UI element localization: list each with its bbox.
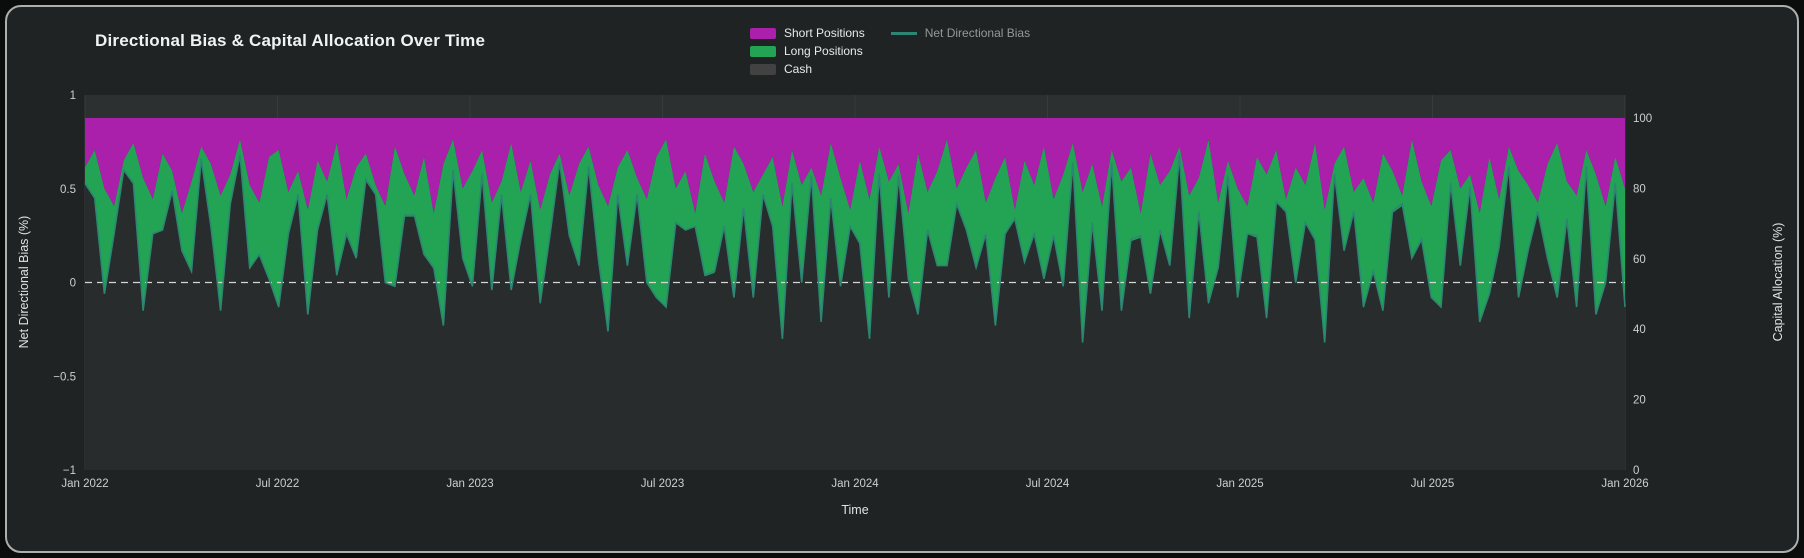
legend-column-line: Net Directional Bias [890,26,1031,76]
legend-label: Short Positions [784,26,865,40]
legend-item-cash[interactable]: Cash [750,62,865,76]
legend-label: Long Positions [784,44,863,58]
right-tick-label: 60 [1633,254,1646,266]
net-directional-bias-line[interactable] [84,154,1626,343]
x-tick-label: Jan 2023 [446,478,493,490]
x-tick-label: Jan 2026 [1601,478,1648,490]
right-tick-label: 0 [1633,465,1639,477]
right-tick-label: 100 [1633,113,1652,125]
right-tick-label: 40 [1633,324,1646,336]
legend: Short Positions Long Positions Cash Net … [750,26,1030,76]
right-axis-title: Capital Allocation (%) [1771,222,1785,342]
legend-item-short-positions[interactable]: Short Positions [750,26,865,40]
left-tick-label: 1 [70,90,76,102]
x-tick-label: Jul 2025 [1411,478,1454,490]
net-bias-line-swatch-icon [890,31,917,35]
long-positions-area[interactable] [85,139,1625,344]
x-tick-label: Jan 2024 [831,478,879,490]
legend-label: Cash [784,62,813,76]
x-tick-label: Jul 2023 [641,478,684,490]
x-tick-label: Jan 2022 [61,478,108,490]
left-axis-title: Net Directional Bias (%) [17,215,31,349]
long-positions-swatch-icon [750,45,776,57]
short-positions-area[interactable] [85,118,1625,213]
x-axis-title: Time [841,503,869,517]
x-tick-label: Jul 2024 [1026,478,1070,490]
legend-label: Net Directional Bias [924,26,1031,40]
cash-area[interactable] [85,156,1625,470]
legend-column-areas: Short Positions Long Positions Cash [750,26,865,76]
cash-swatch-icon [750,63,776,75]
short-positions-swatch-icon [750,27,776,39]
right-tick-label: 80 [1633,183,1646,195]
x-tick-label: Jul 2022 [256,478,299,490]
legend-item-long-positions[interactable]: Long Positions [750,44,865,58]
left-tick-label: 0.5 [60,184,76,196]
legend-item-net-directional-bias[interactable]: Net Directional Bias [890,26,1031,40]
left-tick-label: −0.5 [53,371,76,383]
left-tick-label: −1 [63,465,76,477]
chart-title: Directional Bias & Capital Allocation Ov… [95,31,486,50]
x-tick-label: Jan 2025 [1216,478,1263,490]
right-tick-label: 20 [1633,395,1646,407]
left-tick-label: 0 [70,278,76,290]
